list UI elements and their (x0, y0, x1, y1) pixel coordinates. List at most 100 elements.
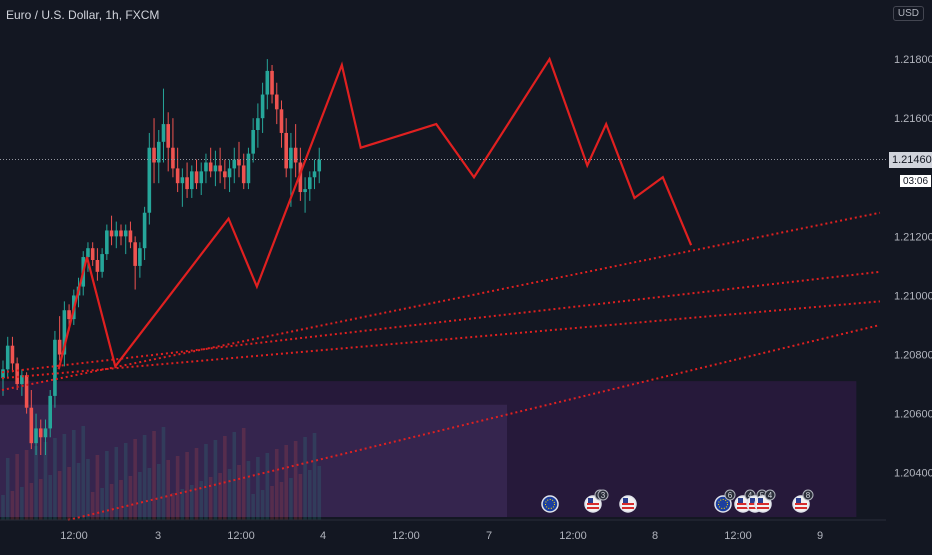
volume-bar (308, 470, 312, 520)
event-count-badge (597, 489, 609, 501)
candle-body (237, 159, 241, 166)
candle-body (152, 147, 156, 163)
volume-bar (246, 461, 251, 520)
candle-body (5, 345, 10, 370)
volume-bar (166, 460, 170, 520)
eu-stars (718, 499, 728, 509)
time-tick-label: 3 (155, 530, 161, 542)
eu-flag-icon (714, 495, 732, 513)
candle-body (194, 171, 199, 184)
candle-body (34, 428, 38, 444)
eu-stars (545, 499, 555, 509)
candle-body (279, 109, 284, 133)
us-stripe (757, 507, 769, 509)
candle-body (43, 428, 48, 438)
volume-bar (208, 477, 213, 520)
volume-bar (312, 433, 317, 520)
volume-bar (199, 481, 204, 520)
candle-body (241, 165, 246, 184)
us-flag-icon (754, 495, 772, 513)
currency-badge[interactable]: USD (892, 6, 924, 21)
price-tick-label: 1.21000 (894, 290, 932, 302)
volume-bar (175, 456, 180, 520)
us-flag-icon (584, 495, 602, 513)
volume-bar (180, 489, 185, 520)
volume-bar (260, 490, 265, 520)
candle-body (133, 242, 137, 266)
time-tick-label: 9 (817, 530, 823, 542)
candle-body (265, 70, 270, 95)
candle-body (138, 248, 142, 266)
candle-body (218, 165, 222, 172)
event-count-text: 4 (748, 491, 753, 500)
candle-body (256, 118, 260, 130)
us-canton (738, 498, 743, 503)
us-canton (588, 498, 593, 503)
volume-bar (123, 443, 128, 520)
us-stripe (749, 507, 761, 509)
candle-body (105, 230, 109, 255)
us-flag-icon (792, 495, 810, 513)
candle-body (156, 141, 161, 163)
volume-bar (194, 448, 199, 520)
time-tick-label: 12:00 (227, 530, 255, 542)
candle-body (251, 130, 255, 154)
pattern-line (57, 56, 693, 370)
eu-flag-icon (541, 495, 559, 513)
volume-bar (213, 440, 218, 520)
volume-bar (48, 475, 52, 520)
price-axis-background[interactable] (886, 0, 932, 520)
us-stripe (587, 507, 599, 509)
candle-body (161, 124, 166, 142)
candle-body (38, 428, 43, 438)
volume-bar (105, 451, 109, 520)
candle-body (180, 177, 185, 184)
candle-body (298, 162, 303, 193)
time-tick-label: 12:00 (724, 530, 752, 542)
candle-body (95, 260, 100, 272)
time-axis[interactable]: 12:00 3 12:00 4 12:00 7 12:00 8 12:00 9 (60, 530, 823, 542)
trendline (1, 300, 881, 380)
candlesticks (1, 59, 322, 455)
volume-bar (317, 466, 322, 520)
volume-bar (15, 454, 19, 520)
volume-bar (114, 447, 119, 520)
us-canton (796, 498, 801, 503)
candle-body (166, 124, 170, 148)
volume-bar (289, 478, 293, 520)
event-count-text: 6 (728, 491, 733, 500)
us-canton (623, 498, 628, 503)
volume-bar (81, 426, 86, 520)
event-count-text: 4 (768, 491, 773, 500)
event-markers: 9364548 (541, 489, 814, 513)
candle-body (20, 375, 24, 385)
candle-body (15, 363, 19, 385)
candle-body (48, 395, 52, 429)
candle-body (312, 171, 317, 178)
time-tick-label: 4 (320, 530, 326, 542)
volume-bars (1, 426, 322, 520)
us-stripe (795, 507, 807, 509)
event-count-badge (764, 489, 776, 501)
volume-bar (237, 465, 241, 520)
volume-bar (147, 468, 152, 520)
candle-body (246, 153, 251, 184)
volume-bar (204, 444, 208, 520)
volume-bar (152, 431, 156, 520)
volume-bar (38, 479, 43, 520)
volume-bar (293, 441, 298, 520)
candle-body (24, 375, 29, 408)
candle-body (284, 132, 288, 169)
price-axis[interactable]: 1.21800 1.21600 1.21200 1.21000 1.20800 1.206… (894, 54, 932, 480)
candle-body (142, 212, 147, 249)
event-count-text: 8 (806, 491, 811, 500)
us-stripe (737, 507, 749, 509)
volume-bar (128, 476, 133, 520)
dotted-trendlines (1, 211, 881, 521)
candle-body (53, 339, 57, 396)
candle-body (317, 159, 322, 172)
time-tick-label: 7 (486, 530, 492, 542)
volume-bar (43, 442, 48, 520)
